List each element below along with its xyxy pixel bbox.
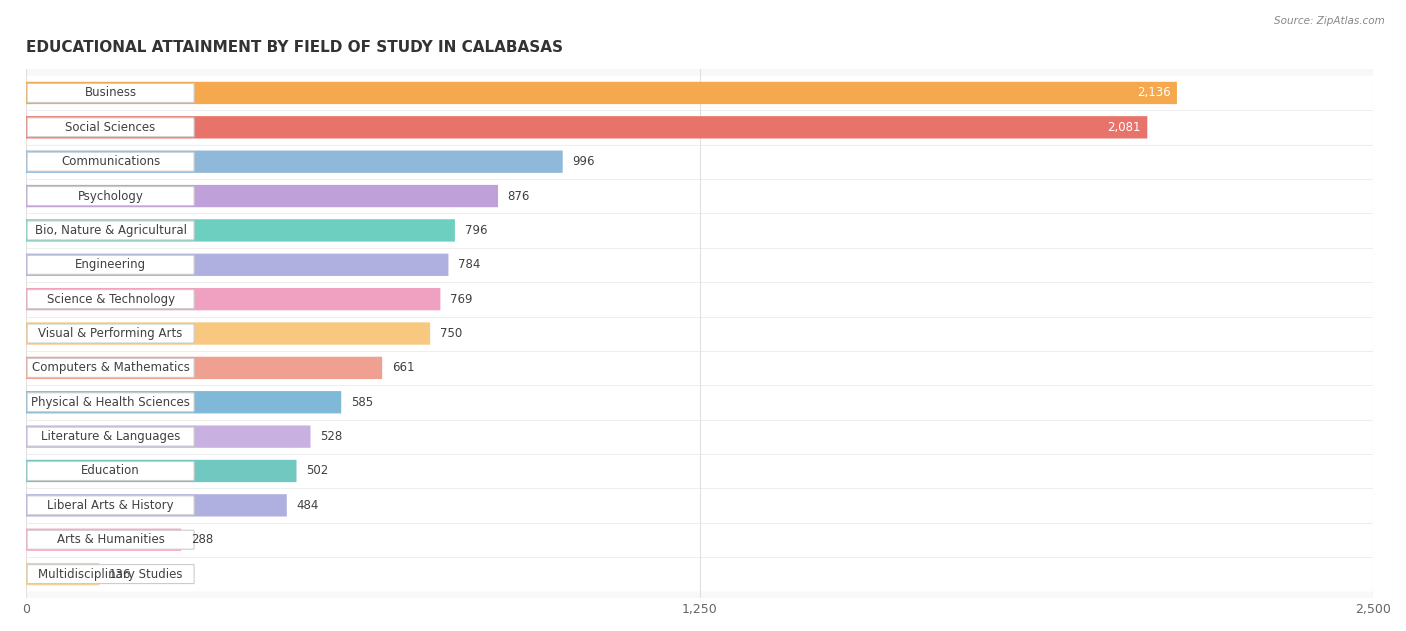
FancyBboxPatch shape: [25, 116, 1147, 138]
FancyBboxPatch shape: [25, 425, 311, 448]
Text: 769: 769: [450, 293, 472, 305]
FancyBboxPatch shape: [25, 385, 1374, 420]
FancyBboxPatch shape: [25, 282, 1374, 317]
FancyBboxPatch shape: [27, 565, 194, 584]
FancyBboxPatch shape: [27, 496, 194, 515]
Text: Business: Business: [84, 86, 136, 100]
FancyBboxPatch shape: [25, 494, 287, 517]
FancyBboxPatch shape: [27, 358, 194, 377]
Text: Liberal Arts & History: Liberal Arts & History: [48, 499, 174, 512]
FancyBboxPatch shape: [25, 144, 1374, 179]
FancyBboxPatch shape: [27, 530, 194, 549]
Text: Physical & Health Sciences: Physical & Health Sciences: [31, 396, 190, 409]
FancyBboxPatch shape: [25, 488, 1374, 522]
FancyBboxPatch shape: [25, 185, 498, 207]
Text: Bio, Nature & Agricultural: Bio, Nature & Agricultural: [35, 224, 187, 237]
Text: 136: 136: [110, 567, 131, 581]
Text: 784: 784: [458, 258, 481, 271]
Text: 661: 661: [392, 362, 415, 374]
FancyBboxPatch shape: [25, 357, 382, 379]
Text: 484: 484: [297, 499, 319, 512]
Text: Visual & Performing Arts: Visual & Performing Arts: [38, 327, 183, 340]
FancyBboxPatch shape: [27, 256, 194, 274]
Text: Multidisciplinary Studies: Multidisciplinary Studies: [38, 567, 183, 581]
FancyBboxPatch shape: [25, 563, 100, 585]
FancyBboxPatch shape: [25, 557, 1374, 591]
FancyBboxPatch shape: [25, 454, 1374, 488]
Text: Psychology: Psychology: [77, 189, 143, 203]
FancyBboxPatch shape: [27, 187, 194, 206]
FancyBboxPatch shape: [25, 419, 1374, 454]
FancyBboxPatch shape: [27, 221, 194, 240]
FancyBboxPatch shape: [27, 392, 194, 412]
FancyBboxPatch shape: [27, 83, 194, 102]
FancyBboxPatch shape: [25, 322, 430, 345]
FancyBboxPatch shape: [27, 152, 194, 171]
FancyBboxPatch shape: [25, 213, 1374, 248]
FancyBboxPatch shape: [25, 288, 440, 310]
FancyBboxPatch shape: [25, 151, 562, 173]
Text: 2,136: 2,136: [1137, 86, 1170, 100]
Text: 528: 528: [321, 430, 343, 443]
FancyBboxPatch shape: [25, 82, 1177, 104]
Text: 996: 996: [572, 155, 595, 168]
FancyBboxPatch shape: [27, 427, 194, 446]
FancyBboxPatch shape: [25, 76, 1374, 110]
FancyBboxPatch shape: [25, 460, 297, 482]
FancyBboxPatch shape: [25, 522, 1374, 557]
Text: 750: 750: [440, 327, 463, 340]
FancyBboxPatch shape: [25, 351, 1374, 386]
Text: Engineering: Engineering: [75, 258, 146, 271]
Text: Arts & Humanities: Arts & Humanities: [56, 533, 165, 546]
Text: 288: 288: [191, 533, 214, 546]
FancyBboxPatch shape: [25, 110, 1374, 144]
FancyBboxPatch shape: [27, 461, 194, 480]
FancyBboxPatch shape: [27, 290, 194, 309]
Text: 585: 585: [352, 396, 373, 409]
FancyBboxPatch shape: [25, 529, 181, 551]
Text: Education: Education: [82, 464, 141, 478]
Text: Source: ZipAtlas.com: Source: ZipAtlas.com: [1274, 16, 1385, 26]
Text: Literature & Languages: Literature & Languages: [41, 430, 180, 443]
Text: Social Sciences: Social Sciences: [66, 121, 156, 134]
FancyBboxPatch shape: [25, 316, 1374, 351]
Text: Computers & Mathematics: Computers & Mathematics: [32, 362, 190, 374]
Text: 796: 796: [464, 224, 486, 237]
FancyBboxPatch shape: [25, 179, 1374, 213]
Text: Communications: Communications: [60, 155, 160, 168]
FancyBboxPatch shape: [25, 391, 342, 413]
FancyBboxPatch shape: [25, 247, 1374, 282]
FancyBboxPatch shape: [25, 254, 449, 276]
Text: 502: 502: [307, 464, 329, 478]
Text: 876: 876: [508, 189, 530, 203]
Text: 2,081: 2,081: [1108, 121, 1140, 134]
FancyBboxPatch shape: [27, 118, 194, 137]
FancyBboxPatch shape: [25, 219, 456, 242]
Text: Science & Technology: Science & Technology: [46, 293, 174, 305]
FancyBboxPatch shape: [27, 324, 194, 343]
Text: EDUCATIONAL ATTAINMENT BY FIELD OF STUDY IN CALABASAS: EDUCATIONAL ATTAINMENT BY FIELD OF STUDY…: [25, 40, 562, 56]
